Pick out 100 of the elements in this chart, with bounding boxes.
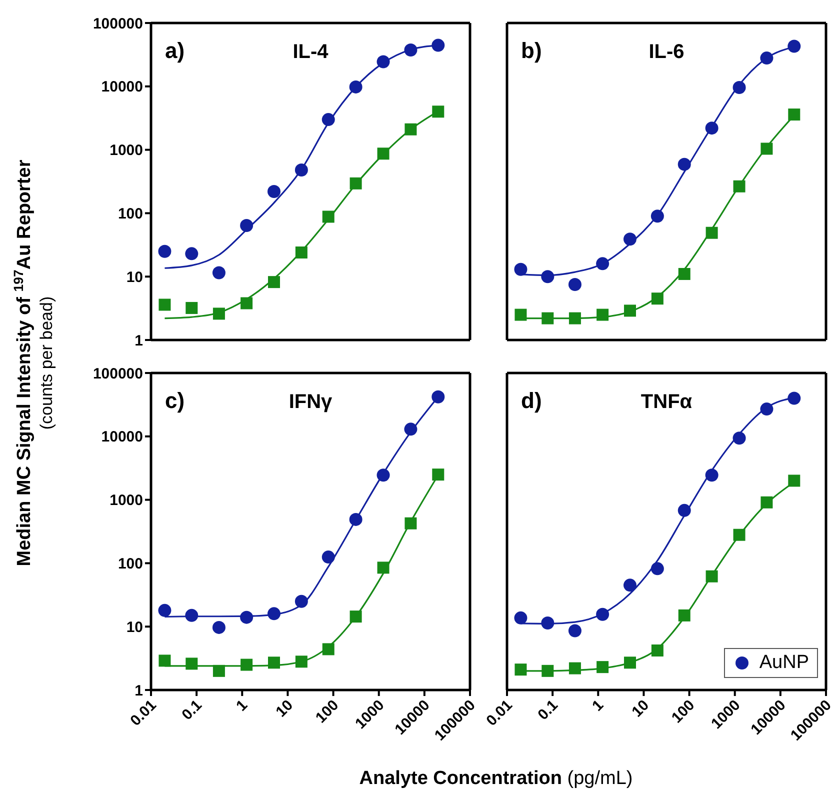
point — [760, 142, 773, 155]
point — [322, 113, 335, 126]
point — [706, 226, 718, 239]
point — [158, 244, 172, 258]
y-tick-label: 100000 — [92, 365, 143, 382]
point — [158, 604, 172, 617]
point — [295, 656, 308, 668]
y-tick-label: 10000 — [101, 428, 143, 446]
point — [212, 266, 226, 280]
point — [240, 610, 254, 624]
point — [651, 644, 664, 656]
point — [760, 402, 774, 416]
point — [788, 392, 801, 405]
point — [377, 148, 390, 160]
point — [596, 308, 609, 321]
point — [678, 158, 691, 171]
point — [706, 570, 718, 582]
point — [432, 106, 444, 118]
y-tick-label: 100000 — [92, 15, 143, 32]
point — [732, 81, 746, 94]
point — [377, 562, 390, 574]
annotation: c) — [165, 388, 185, 414]
point — [267, 607, 280, 620]
point — [514, 611, 528, 624]
legend-label: AuNP — [759, 652, 809, 674]
point — [514, 308, 527, 321]
point — [350, 610, 362, 623]
x-axis-title: Analyte Concentration (pg/mL) — [359, 768, 633, 789]
point — [541, 616, 554, 630]
point — [322, 210, 334, 223]
annotation: b) — [521, 38, 542, 64]
point — [404, 44, 418, 57]
point — [788, 40, 801, 53]
y-tick-label: 100 — [118, 556, 143, 573]
text: IL-6 — [648, 41, 684, 63]
point — [432, 468, 444, 481]
point — [376, 468, 390, 482]
point — [404, 422, 418, 436]
point — [185, 247, 198, 260]
point — [268, 656, 280, 669]
point — [788, 108, 800, 121]
y-tick-label: 1000 — [110, 492, 143, 510]
point — [322, 643, 334, 656]
text: IL-4 — [292, 41, 328, 63]
point — [650, 562, 664, 576]
point — [432, 38, 445, 52]
x-tick-label: 1 — [589, 696, 607, 715]
y-tick-label: 1000 — [110, 142, 143, 160]
point — [732, 432, 746, 445]
point — [760, 496, 773, 508]
point — [733, 528, 746, 541]
point — [514, 262, 528, 276]
point — [568, 624, 582, 638]
point — [349, 512, 362, 526]
point — [514, 664, 527, 676]
point — [185, 608, 198, 622]
point — [240, 218, 254, 232]
point — [568, 662, 581, 674]
point — [349, 80, 362, 94]
point — [294, 164, 308, 177]
point — [212, 308, 225, 320]
point — [186, 302, 198, 314]
point — [432, 390, 445, 404]
text: TNFα — [640, 391, 692, 413]
point — [541, 270, 554, 284]
point — [158, 298, 171, 311]
y-tick-label: 10 — [126, 268, 143, 286]
point — [596, 257, 610, 270]
point — [733, 180, 746, 192]
x-tick-label: 0.1 — [534, 696, 562, 724]
point — [294, 594, 308, 608]
point — [542, 312, 554, 324]
y-tick-label: 10000 — [101, 78, 143, 96]
point — [651, 292, 664, 305]
x-tick-label: 10 — [628, 696, 653, 721]
point — [158, 654, 171, 667]
point — [596, 661, 609, 674]
point — [212, 620, 226, 634]
x-tick-label: 1 — [233, 696, 251, 715]
annotation: a) — [165, 38, 185, 64]
point — [650, 210, 664, 223]
point — [760, 52, 774, 65]
point — [404, 517, 417, 530]
point — [678, 609, 690, 622]
y-tick-label: 100 — [118, 206, 143, 223]
x-tick-label: 0.1 — [178, 696, 206, 724]
point — [240, 658, 253, 671]
point — [322, 550, 335, 564]
point — [596, 608, 610, 621]
x-tick-label: 0.01 — [483, 696, 516, 730]
point — [624, 656, 636, 669]
point — [568, 312, 581, 324]
point — [404, 123, 417, 136]
point — [624, 304, 636, 317]
y-tick-label: 1 — [134, 682, 143, 700]
point — [542, 664, 554, 677]
point — [267, 184, 280, 198]
annotation: d) — [521, 388, 542, 414]
x-tick-label: 100 — [668, 696, 698, 727]
point — [268, 276, 280, 288]
